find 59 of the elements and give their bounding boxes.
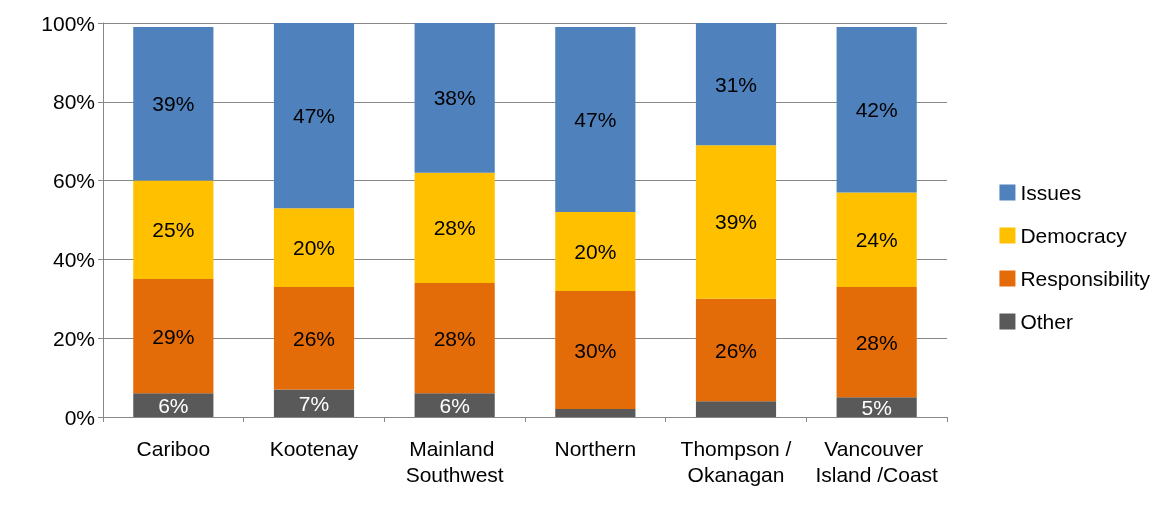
data-label: 26% (714, 338, 758, 362)
bar (133, 26, 214, 181)
bar (836, 26, 917, 193)
data-label: 20% (292, 236, 336, 260)
data-label: 7% (298, 391, 330, 415)
x-tick-label: Kootenay (269, 436, 359, 460)
bar (695, 401, 777, 417)
data-label: 38% (433, 86, 476, 110)
y-tick-label: 80% (52, 90, 95, 114)
bar (695, 298, 777, 402)
bar (414, 172, 495, 284)
bar (836, 286, 917, 398)
bar (695, 23, 777, 146)
bar (273, 23, 355, 209)
data-label: 6% (158, 393, 189, 417)
y-tick-label: 40% (52, 247, 95, 271)
data-label: 28% (855, 330, 898, 354)
bar (414, 283, 495, 394)
data-label: 26% (292, 326, 336, 350)
bar (273, 286, 355, 390)
bar (555, 26, 636, 213)
data-label: 25% (152, 218, 195, 242)
legend-label: Other (1020, 310, 1073, 333)
data-label: 42% (855, 98, 898, 122)
data-label: 47% (574, 108, 617, 132)
x-tick-label: Cariboo (136, 436, 211, 460)
x-tick-label: Vancouver Island /Coast (815, 436, 939, 486)
bar (133, 180, 214, 280)
bar (133, 279, 214, 394)
legend-label: Responsibility (1020, 267, 1151, 290)
legend-label: Issues (1020, 181, 1082, 204)
data-label: 24% (855, 228, 898, 252)
data-label: 20% (574, 240, 617, 264)
bar (555, 290, 636, 410)
y-tick-label: 60% (52, 169, 95, 193)
bar (695, 145, 777, 299)
data-label: 6% (439, 393, 470, 417)
y-tick-label: 20% (52, 326, 95, 350)
data-label: 29% (152, 324, 195, 348)
bar (836, 192, 917, 287)
y-tick-label: 100% (41, 11, 95, 35)
data-label: 30% (574, 338, 617, 362)
data-label: 28% (433, 326, 476, 350)
bar (273, 208, 355, 287)
bar (555, 409, 636, 417)
data-label: 31% (714, 72, 758, 96)
bar (414, 23, 495, 173)
data-label: 28% (433, 216, 476, 240)
data-label: 5% (861, 395, 892, 419)
data-label: 47% (292, 104, 336, 128)
legend-label: Democracy (1020, 224, 1128, 247)
x-tick-label: Northern (554, 436, 637, 460)
x-tick-label: Thompson /Okanagan (680, 436, 792, 486)
bar (273, 389, 355, 417)
x-tick-label: Mainland Southwest (405, 436, 504, 486)
bar (555, 212, 636, 291)
y-tick-label: 0% (64, 405, 95, 429)
data-label: 39% (714, 210, 758, 234)
data-label: 39% (152, 92, 195, 116)
